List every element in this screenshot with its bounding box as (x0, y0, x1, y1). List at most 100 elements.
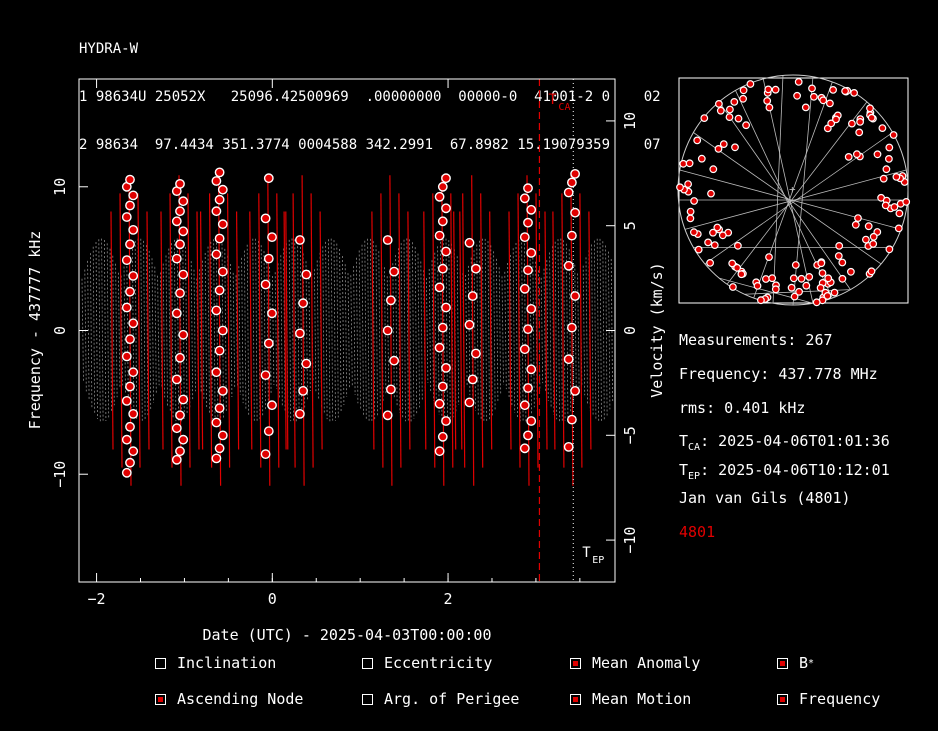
measurement-point (214, 285, 225, 296)
measurement-point (211, 367, 222, 378)
polar-point (805, 273, 814, 281)
measurement-point (523, 383, 533, 393)
measurement-point (519, 400, 530, 411)
model-curve (269, 266, 272, 395)
measurement-point (382, 235, 393, 245)
tep-info-value: : 2025-04-06T10:12:01 (700, 461, 890, 479)
checkbox[interactable] (777, 657, 788, 669)
measurement-point (171, 253, 182, 264)
polar-point (690, 228, 698, 237)
y2-tick-label: −5 (621, 426, 639, 444)
polar-track (679, 169, 902, 230)
polar-point (765, 253, 773, 262)
measurement-point (441, 203, 451, 214)
measurement-point (441, 246, 451, 257)
polar-point (726, 105, 734, 114)
measurement-point (214, 443, 225, 454)
measurement-point (121, 395, 132, 406)
polar-point (790, 292, 799, 301)
measurement-point (217, 219, 228, 230)
polar-track (762, 78, 814, 304)
measurement-point (178, 329, 189, 340)
polar-point (771, 285, 780, 294)
measurement-point (523, 217, 533, 228)
checkbox[interactable] (777, 693, 788, 705)
option-b[interactable]: B * (777, 654, 814, 672)
checkbox[interactable] (155, 693, 166, 705)
checkbox[interactable] (155, 657, 166, 669)
measurement-point (175, 288, 185, 298)
checkbox[interactable] (362, 657, 373, 669)
polar-point (835, 241, 844, 250)
checkbox[interactable] (570, 693, 581, 705)
polar-point (850, 88, 858, 97)
polar-point (706, 259, 714, 267)
polar-point (710, 241, 719, 250)
model-curve (207, 246, 210, 415)
model-curve (392, 263, 395, 398)
measurement-point (211, 417, 222, 428)
model-curve (420, 261, 423, 400)
measurements-count: Measurements: 267 (679, 331, 833, 349)
model-curve (372, 241, 376, 420)
measurement-point (298, 385, 308, 396)
model-curve (230, 263, 233, 398)
measurement-point (567, 322, 577, 333)
measurement-point (260, 279, 271, 290)
tep-label-sub: EP (592, 555, 604, 566)
measurement-point (178, 196, 189, 207)
option-label: Mean Motion (592, 690, 692, 708)
polar-point (764, 85, 773, 94)
model-curve (174, 239, 177, 422)
model-curve (412, 242, 415, 419)
measurement-point (217, 385, 228, 396)
measurement-point (567, 177, 577, 188)
option-inclination[interactable]: Inclination (155, 654, 276, 672)
option-arg-of-perigee[interactable]: Arg. of Perigee (362, 690, 519, 708)
polar-point (733, 263, 741, 272)
polar-point (890, 203, 899, 211)
measurement-point (519, 193, 530, 204)
model-curve (434, 252, 437, 409)
option-mean-anomaly[interactable]: Mean Anomaly (570, 654, 700, 672)
polar-point (676, 183, 684, 192)
model-curve (554, 241, 558, 420)
measurement-point (434, 230, 445, 241)
polar-track (772, 75, 784, 304)
polar-point (829, 85, 837, 94)
model-curve (325, 241, 328, 420)
measurement-point (128, 224, 139, 235)
polar-point (885, 143, 894, 152)
model-curve (288, 239, 292, 422)
polar-track (718, 101, 851, 290)
model-curve (162, 263, 166, 398)
polar-point (824, 274, 833, 283)
checkbox[interactable] (570, 657, 581, 669)
polar-point (713, 223, 722, 232)
option-eccentricity[interactable]: Eccentricity (362, 654, 492, 672)
option-ascending-node[interactable]: Ascending Node (155, 690, 303, 708)
model-curve (246, 244, 250, 417)
polar-point (878, 124, 887, 133)
tep-info-label: T (679, 461, 689, 479)
measurement-point (437, 181, 448, 192)
measurement-point (437, 263, 448, 274)
checkbox[interactable] (362, 693, 373, 705)
model-curve (123, 266, 126, 395)
polar-point (734, 114, 743, 123)
option-mean-motion[interactable]: Mean Motion (570, 690, 691, 708)
model-curve (336, 243, 339, 418)
measurement-point (526, 416, 537, 426)
measurement-point (171, 216, 182, 227)
measurement-point (260, 213, 271, 224)
model-curve (272, 275, 275, 386)
polar-point (734, 241, 742, 250)
polar-point (818, 269, 827, 278)
polar-point (830, 288, 839, 297)
model-curve (512, 248, 516, 413)
measurement-point (171, 454, 182, 465)
polar-point (679, 159, 688, 168)
option-frequency[interactable]: Frequency (777, 690, 880, 708)
model-curve (263, 251, 266, 410)
